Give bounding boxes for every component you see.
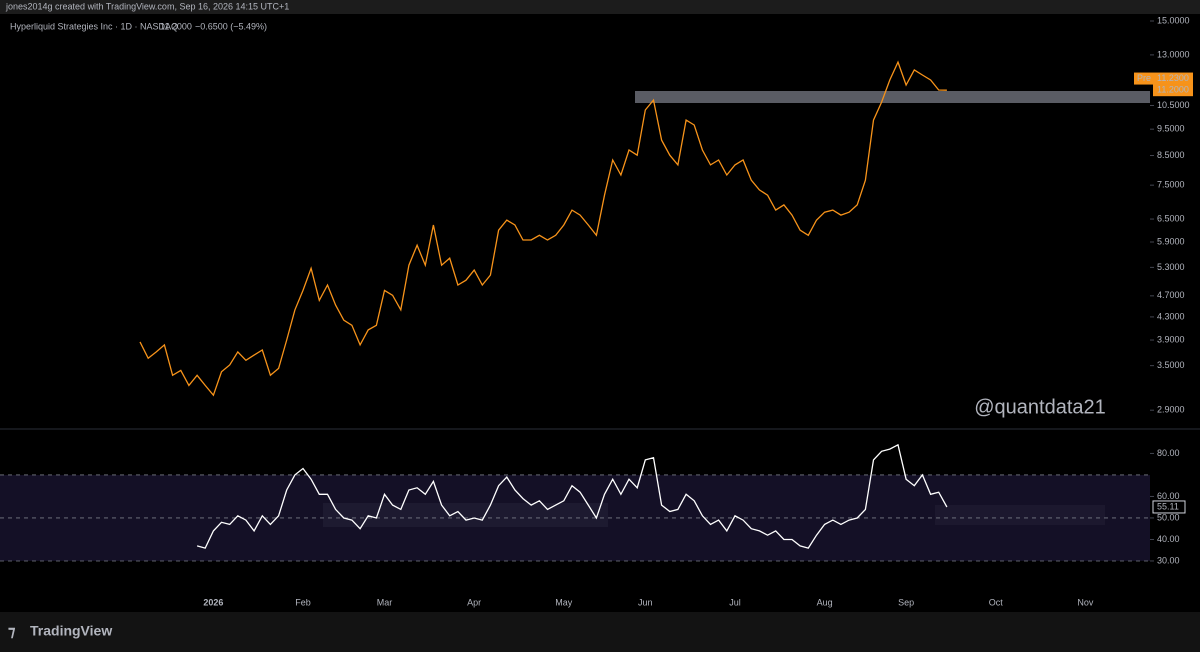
top-bar (0, 0, 1200, 14)
x-tick-label: Mar (377, 597, 393, 607)
pre-tag: Pre (1137, 73, 1151, 83)
y-tick-label: 15.0000 (1157, 15, 1190, 25)
pre-price-box (1153, 72, 1193, 85)
y-tick-label: 2.9000 (1157, 405, 1185, 415)
y-tick-label: 4.3000 (1157, 311, 1185, 321)
y-tick-label: 7.5000 (1157, 180, 1185, 190)
last-value-box (1152, 500, 1186, 514)
y-tick-label: 13.0000 (1157, 49, 1190, 59)
brand: TradingView (30, 623, 112, 639)
x-tick-label: Sep (898, 597, 914, 607)
x-tick-label: May (555, 597, 573, 607)
y-tick-label: 5.3000 (1157, 262, 1185, 272)
resistance-zone (635, 91, 1150, 103)
x-tick-label: Aug (817, 597, 833, 607)
line-series (139, 60, 947, 397)
x-tick-label: Jun (638, 597, 653, 607)
last-price-box (1153, 84, 1193, 97)
price-change: −0.6500 (−5.49%) (195, 21, 267, 31)
rsi-band (0, 474, 1150, 561)
y-tick-label: 30.00 (1157, 555, 1180, 565)
x-tick-label: 2026 (203, 597, 223, 607)
x-tick-label: Feb (295, 597, 311, 607)
y-tick-label: 80.00 (1157, 448, 1180, 458)
y-tick-label: 5.9000 (1157, 236, 1185, 246)
watermark: @quantdata21 (974, 396, 1106, 418)
y-tick-label: 10.5000 (1157, 100, 1190, 110)
pre-tag-box (1134, 72, 1153, 85)
line-series (196, 443, 948, 549)
x-tick-label: Oct (989, 597, 1004, 607)
y-tick-label: 8.5000 (1157, 150, 1185, 160)
y-tick-label: 6.5000 (1157, 213, 1185, 223)
x-tick-label: Jul (729, 597, 741, 607)
bottom-bar (0, 612, 1200, 652)
brand-icon: ⁊ (8, 623, 16, 640)
x-tick-label: Apr (467, 597, 481, 607)
last-value-label: 55.11 (1157, 501, 1179, 511)
x-tick-label: Nov (1077, 597, 1094, 607)
y-tick-label: 50.00 (1157, 512, 1180, 522)
chart-title: Hyperliquid Strategies Inc · 1D · NASDAQ (10, 21, 178, 31)
y-tick-label: 3.9000 (1157, 334, 1185, 344)
y-tick-label: 40.00 (1157, 534, 1180, 544)
created-text: jones2014g created with TradingView.com,… (5, 1, 289, 11)
last-price-label: 11.2000 (1157, 85, 1189, 95)
y-tick-label: 9.5000 (1157, 124, 1185, 134)
y-tick-label: 60.00 (1157, 491, 1180, 501)
y-tick-label: 3.5000 (1157, 360, 1185, 370)
last-price: 11.2000 (160, 21, 192, 31)
pre-price-label: 11.2300 (1157, 73, 1189, 83)
y-tick-label: 4.7000 (1157, 290, 1185, 300)
